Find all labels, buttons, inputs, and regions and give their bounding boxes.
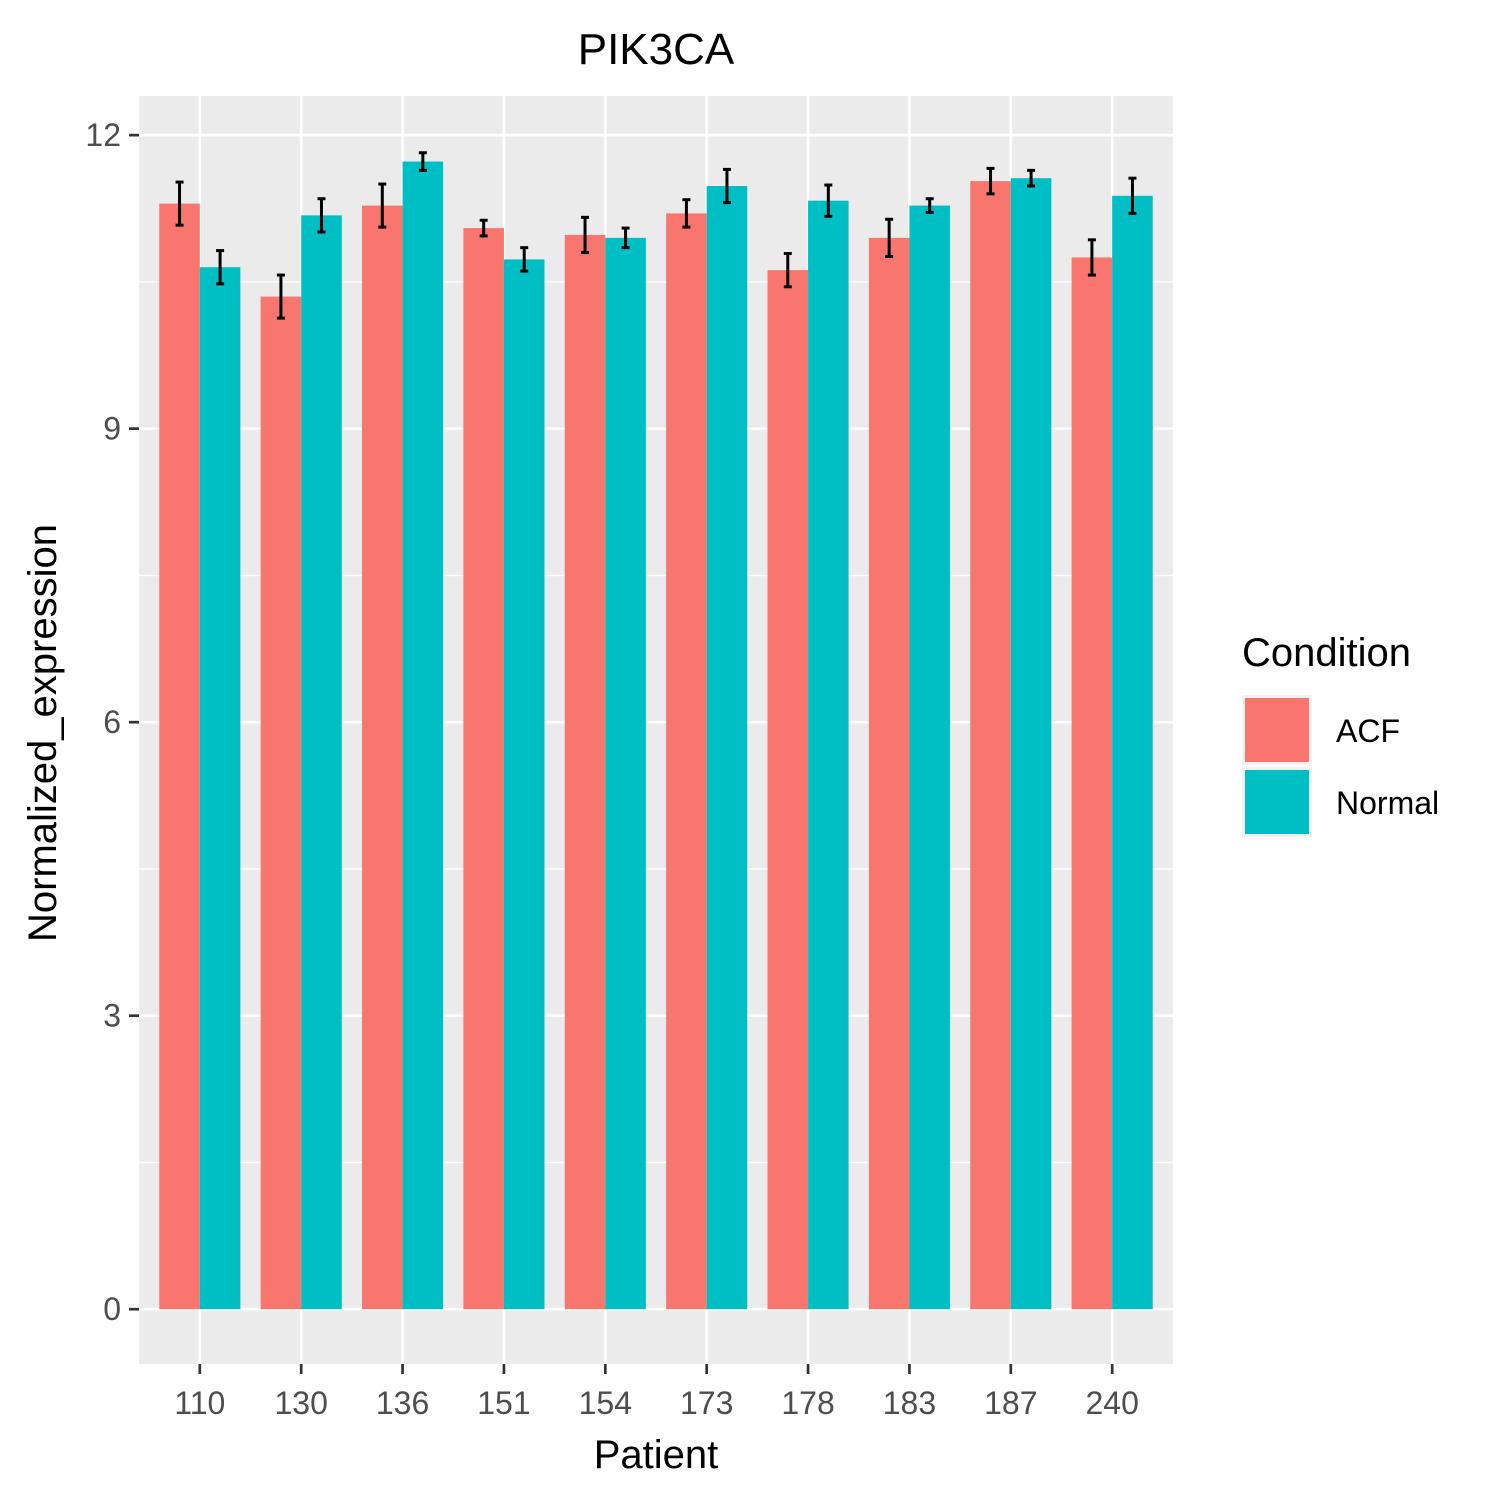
bar-normal-154 — [605, 237, 646, 1310]
error-bar-normal-151 — [520, 246, 529, 273]
bar-acf-154 — [564, 234, 606, 1310]
x-tick-label: 240 — [1085, 1385, 1138, 1421]
x-tick-label: 136 — [376, 1385, 429, 1421]
error-bar-acf-151 — [479, 218, 488, 238]
bar-normal-187 — [1010, 178, 1052, 1310]
error-bar-normal-154 — [621, 226, 630, 250]
error-bar-acf-110 — [175, 180, 184, 227]
bar-normal-130 — [301, 215, 342, 1310]
x-tick-label: 183 — [883, 1385, 936, 1421]
error-bar-acf-130 — [276, 273, 285, 320]
legend-title: Condition — [1242, 631, 1411, 675]
chart-title: PIK3CA — [578, 25, 735, 74]
bar-acf-178 — [767, 270, 809, 1310]
bar-normal-178 — [808, 200, 849, 1310]
bar-normal-136 — [402, 161, 444, 1310]
x-tick-label: 151 — [477, 1385, 530, 1421]
error-bar-normal-136 — [418, 151, 427, 172]
error-bar-normal-110 — [216, 249, 225, 286]
error-bar-acf-183 — [885, 217, 894, 258]
bar-normal-183 — [909, 205, 950, 1310]
error-bar-acf-136 — [378, 182, 387, 229]
error-bar-acf-154 — [581, 215, 590, 255]
y-axis-label: Normalized_expression — [21, 524, 65, 942]
y-tick-label: 3 — [103, 998, 121, 1034]
error-bar-normal-183 — [925, 197, 934, 214]
error-bar-normal-130 — [317, 197, 326, 234]
y-tick-label: 6 — [103, 704, 121, 740]
legend-key-acf — [1245, 698, 1309, 762]
error-bar-normal-240 — [1128, 176, 1137, 215]
bar-acf-187 — [970, 181, 1011, 1310]
bar-acf-136 — [362, 205, 403, 1310]
bar-normal-240 — [1112, 195, 1153, 1310]
y-tick-label: 12 — [85, 117, 121, 153]
bar-acf-173 — [666, 213, 707, 1310]
bar-acf-151 — [463, 228, 504, 1310]
x-tick-label: 173 — [680, 1385, 733, 1421]
bar-normal-151 — [503, 259, 545, 1310]
bar-acf-240 — [1071, 257, 1113, 1310]
error-bar-acf-178 — [783, 252, 792, 289]
error-bar-normal-173 — [722, 167, 731, 205]
x-axis-label: Patient — [594, 1433, 719, 1477]
bar-normal-110 — [199, 267, 241, 1310]
x-tick-label: 154 — [579, 1385, 632, 1421]
bar-normal-173 — [706, 186, 748, 1310]
x-tick-label: 130 — [275, 1385, 328, 1421]
x-tick-label: 187 — [984, 1385, 1037, 1421]
legend-label-acf: ACF — [1336, 713, 1400, 749]
bar-acf-110 — [159, 203, 200, 1310]
legend-label-normal: Normal — [1336, 785, 1439, 821]
legend-key-normal — [1245, 770, 1309, 834]
y-tick-label: 0 — [103, 1291, 121, 1327]
error-bar-normal-178 — [824, 183, 833, 218]
x-tick-label: 110 — [174, 1385, 225, 1421]
error-bar-normal-187 — [1027, 168, 1036, 188]
legend: Condition ACF Normal — [1242, 631, 1439, 837]
bar-acf-183 — [868, 237, 910, 1310]
error-bar-acf-240 — [1087, 238, 1096, 277]
error-bar-acf-187 — [986, 166, 995, 196]
x-tick-label: 178 — [781, 1385, 834, 1421]
y-tick-label: 9 — [103, 411, 121, 447]
error-bar-acf-173 — [682, 198, 691, 229]
bar-acf-130 — [260, 296, 302, 1310]
